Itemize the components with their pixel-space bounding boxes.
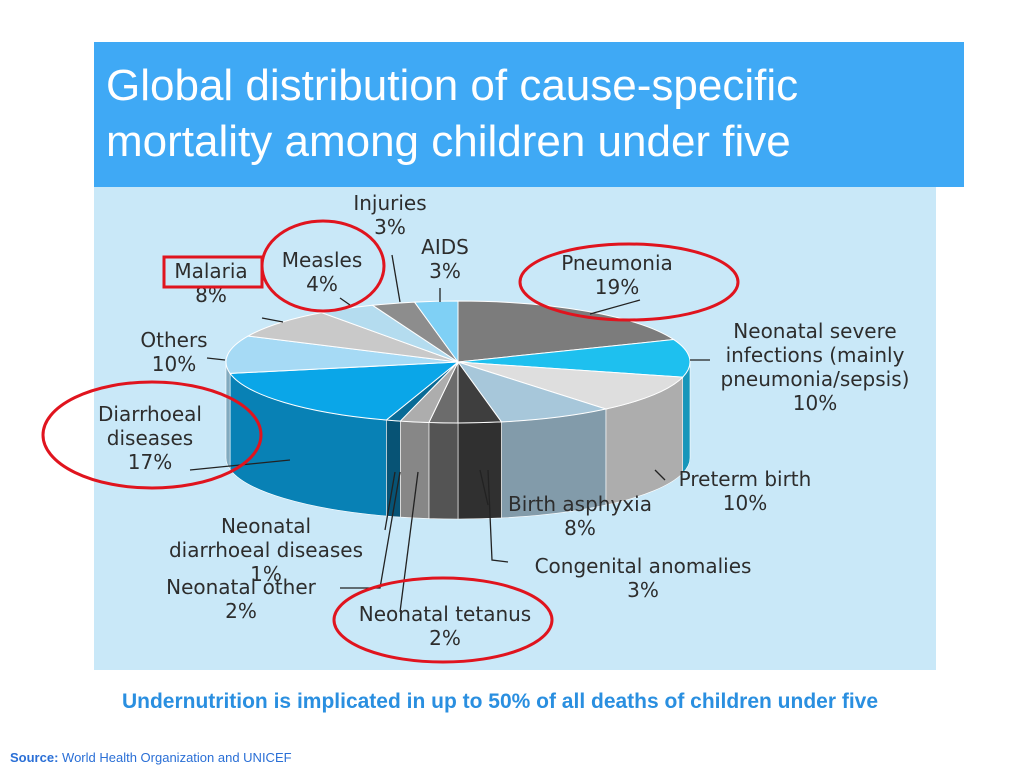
pie-slice-8	[229, 361, 460, 421]
leader-line-7	[384, 471, 396, 531]
leader-line-11	[339, 297, 351, 306]
slice-label-11-line-1: 4%	[306, 272, 338, 296]
pie-slice-13	[413, 300, 459, 364]
slice-label-8-line-2: 17%	[128, 450, 172, 474]
leader-line-4	[487, 469, 509, 563]
leader-line-3	[479, 469, 489, 506]
source-text: World Health Organization and UNICEF	[62, 750, 292, 765]
leader-line-2	[654, 469, 666, 481]
leader-line-5	[399, 471, 419, 613]
page-title: Global distribution of cause-specific mo…	[106, 61, 799, 166]
leader-line-9	[206, 357, 226, 361]
leader-line-10	[261, 317, 284, 323]
slice-label-5-line-0: Neonatal tetanus	[359, 602, 531, 626]
slice-label-9-line-0: Others	[140, 328, 207, 352]
slice-label-1-line-3: 10%	[793, 391, 837, 415]
highlight-ellipse-8	[41, 380, 263, 490]
slice-label-0-line-1: 19%	[595, 275, 639, 299]
pie-slice-10	[246, 312, 459, 363]
leader-line-12	[391, 254, 401, 303]
pie-side-5	[428, 422, 459, 520]
slice-label-1-line-2: pneumonia/sepsis)	[721, 367, 910, 391]
slice-label-11-line-0: Measles	[282, 248, 363, 272]
pie-side-1	[682, 361, 691, 474]
slice-label-3-line-1: 8%	[564, 516, 596, 540]
pie-slice-9	[225, 335, 459, 374]
slice-label-2-line-0: Preterm birth	[679, 467, 812, 491]
slice-label-1-line-0: Neonatal severe	[733, 319, 896, 343]
leader-line-0	[589, 299, 641, 315]
slice-label-3-line-0: Birth asphyxia	[508, 492, 652, 516]
pie-slice-0	[457, 300, 676, 363]
slice-label-1-line-1: infections (mainly	[726, 343, 905, 367]
slice-label-7-line-2: 1%	[250, 562, 282, 586]
slice-label-12-line-0: Injuries	[353, 191, 426, 215]
slice-label-6-line-1: 2%	[225, 599, 257, 623]
slice-label-8-line-0: Diarrhoeal	[98, 402, 202, 426]
highlight-ellipse-0	[518, 242, 740, 322]
pie-slice-3	[456, 361, 608, 423]
pie-slice-1	[457, 339, 691, 378]
slice-label-8-line-1: diseases	[107, 426, 193, 450]
highlight-ellipse-5	[332, 576, 554, 664]
slice-label-10-line-0: Malaria	[174, 259, 247, 283]
slice-label-6-line-0: Neonatal other	[166, 575, 317, 599]
slice-label-4-line-1: 3%	[627, 578, 659, 602]
slice-label-4-line-0: Congenital anomalies	[535, 554, 752, 578]
pie-slice-2	[457, 361, 684, 410]
slice-label-13-line-1: 3%	[429, 259, 461, 283]
leader-line-6	[340, 471, 401, 589]
highlight-ellipse-11	[260, 219, 386, 313]
slice-label-5-line-1: 2%	[429, 626, 461, 650]
title-band	[94, 42, 964, 187]
slice-label-0-line-0: Pneumonia	[561, 251, 673, 275]
slice-label-7-line-1: diarrhoeal diseases	[169, 538, 363, 562]
source-line: Source: World Health Organization and UN…	[10, 750, 292, 765]
slice-label-9-line-1: 10%	[152, 352, 196, 376]
pie-side-7	[386, 419, 401, 518]
slice-label-13-line-0: AIDS	[421, 235, 469, 259]
slice-label-12-line-1: 3%	[374, 215, 406, 239]
slice-label-2-line-1: 10%	[723, 491, 767, 515]
pie-side-9	[225, 361, 231, 471]
source-label: Source:	[10, 750, 59, 765]
slice-label-7-line-0: Neonatal	[221, 514, 311, 538]
footnote: Undernutrition is implicated in up to 50…	[121, 690, 879, 713]
pie-side-6	[400, 420, 430, 519]
